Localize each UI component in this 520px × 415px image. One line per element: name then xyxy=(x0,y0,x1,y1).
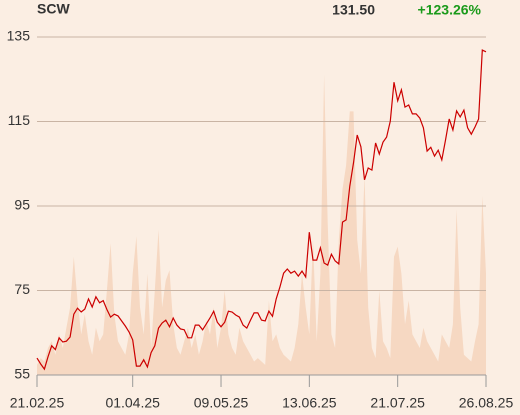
x-tick-label: 26.08.25 xyxy=(459,395,514,411)
x-tick-label: 09.05.25 xyxy=(194,395,249,411)
x-tick-label: 01.04.25 xyxy=(105,395,160,411)
x-tick-label: 13.06.25 xyxy=(282,395,337,411)
x-tick-label: 21.07.25 xyxy=(370,395,425,411)
y-tick-label: 115 xyxy=(8,112,31,128)
chart-title: SCW xyxy=(37,1,70,17)
price-line xyxy=(36,49,487,371)
y-tick-label: 55 xyxy=(14,366,30,382)
y-tick-label: 75 xyxy=(14,281,30,297)
last-price: 131.50 xyxy=(332,2,375,18)
y-tick-label: 95 xyxy=(14,197,30,213)
x-tick-label: 21.02.25 xyxy=(10,395,65,411)
y-tick-label: 135 xyxy=(7,28,31,44)
price-change: +123.26% xyxy=(418,2,482,18)
volume-area xyxy=(37,74,486,375)
